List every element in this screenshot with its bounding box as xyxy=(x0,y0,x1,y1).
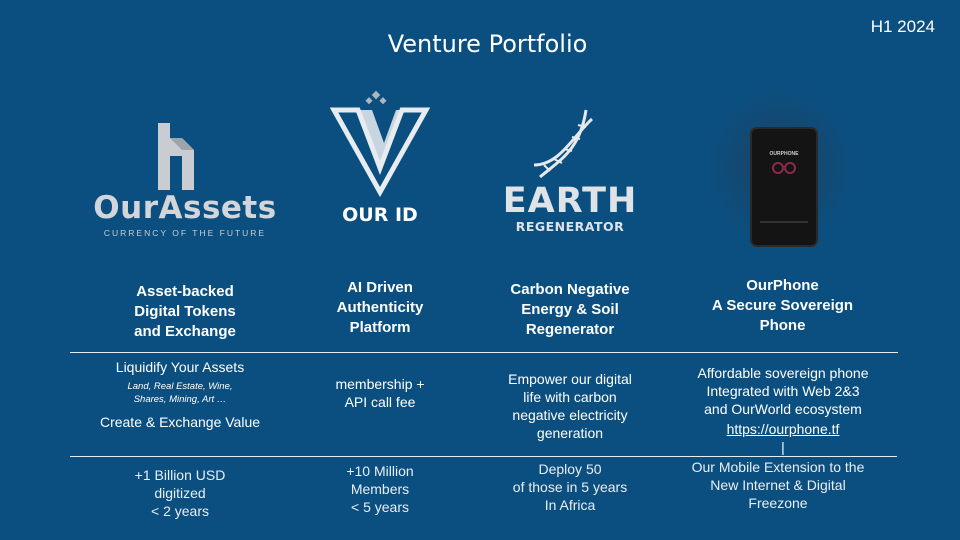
ourid-heading: AI Driven Authenticity Platform xyxy=(300,278,460,338)
heading-line: Platform xyxy=(349,319,411,336)
page-title: Venture Portfolio xyxy=(387,30,588,58)
stat-line: Our Mobile Extension to the xyxy=(691,459,865,475)
desc-line: and OurWorld ecosystem xyxy=(704,401,862,417)
period-label: H1 2024 xyxy=(870,17,935,36)
phone-device: OURPHONE xyxy=(750,127,818,247)
ourassets-desc: Liquidify Your Assets Land, Real Estate,… xyxy=(85,358,275,431)
desc-line: Integrated with Web 2&3 xyxy=(706,383,860,399)
desc-line: Create & Exchange Value xyxy=(99,414,261,430)
infinity-logo-icon xyxy=(772,162,796,174)
earth-logo: EARTH REGENERATOR xyxy=(500,105,640,235)
stat-line: of those in 5 years xyxy=(512,479,628,495)
desc-line: generation xyxy=(536,425,604,441)
heading-line: Carbon Negative xyxy=(510,281,630,298)
desc-line: Liquidify Your Assets xyxy=(115,359,245,375)
ourid-logo: OUR ID xyxy=(328,88,432,228)
divider-top xyxy=(70,352,898,353)
desc-line: membership + xyxy=(335,376,425,392)
cursor-mark: | xyxy=(781,439,785,455)
ourassets-tagline: CURRENCY OF THE FUTURE xyxy=(103,228,267,238)
ourassets-mark-icon xyxy=(158,123,194,190)
stat-line: < 5 years xyxy=(351,499,409,515)
stat-line: Freezone xyxy=(748,495,808,511)
ourid-desc: membership + API call fee xyxy=(310,375,450,411)
stat-line: +1 Billion USD xyxy=(134,467,226,483)
desc-line: Empower our digital xyxy=(508,371,632,387)
desc-line: Affordable sovereign phone xyxy=(697,365,869,381)
heading-line: Digital Tokens xyxy=(134,303,236,320)
ourphone-image: OURPHONE xyxy=(705,85,855,250)
divider-bottom xyxy=(70,456,897,457)
earth-tagline: REGENERATOR xyxy=(515,219,625,234)
dna-helix-icon xyxy=(533,109,593,179)
desc-line: API call fee xyxy=(344,394,416,410)
heading-line: Energy & Soil xyxy=(521,301,619,318)
phone-brand-label: OURPHONE xyxy=(769,151,799,157)
earth-desc: Empower our digital life with carbon neg… xyxy=(495,370,645,442)
stat-line: Deploy 50 xyxy=(538,461,602,477)
ourid-stat: +10 Million Members < 5 years xyxy=(310,462,450,516)
heading-line: and Exchange xyxy=(134,323,236,340)
heading-line: Phone xyxy=(759,317,806,334)
desc-line: life with carbon xyxy=(523,389,617,405)
ourassets-logo: OurAssets CURRENCY OF THE FUTURE xyxy=(90,118,280,243)
stat-line: +10 Million xyxy=(346,463,414,479)
desc-line: negative electricity xyxy=(512,407,628,423)
ourid-wordmark: OUR ID xyxy=(342,204,418,226)
asset-types-line: Land, Real Estate, Wine, xyxy=(127,381,233,392)
heading-line: Authenticity xyxy=(336,299,424,316)
heading-line: A Secure Sovereign xyxy=(711,297,854,314)
ourphone-desc: Affordable sovereign phone Integrated wi… xyxy=(673,364,893,456)
ourphone-link[interactable]: https://ourphone.tf xyxy=(726,421,840,437)
stat-line: New Internet & Digital xyxy=(710,477,846,493)
ourphone-heading: OurPhone A Secure Sovereign Phone xyxy=(680,276,885,336)
ourid-mark-icon xyxy=(329,90,431,198)
asset-types-line: Shares, Mining, Art … xyxy=(133,394,227,405)
heading-line: OurPhone xyxy=(746,277,819,294)
earth-wordmark: EARTH xyxy=(502,181,638,221)
heading-line: Asset-backed xyxy=(136,283,234,300)
stat-line: Members xyxy=(350,481,410,497)
ourassets-stat: +1 Billion USD digitized < 2 years xyxy=(95,466,265,520)
ourassets-wordmark: OurAssets xyxy=(93,190,277,226)
earth-stat: Deploy 50 of those in 5 years In Africa xyxy=(495,460,645,514)
ourassets-heading: Asset-backed Digital Tokens and Exchange xyxy=(95,282,275,342)
heading-line: AI Driven xyxy=(347,279,413,296)
heading-line: Regenerator xyxy=(525,321,615,338)
stat-line: In Africa xyxy=(544,497,596,513)
stat-line: digitized xyxy=(154,485,206,501)
ourphone-stat: Our Mobile Extension to the New Internet… xyxy=(673,458,883,512)
earth-heading: Carbon Negative Energy & Soil Regenerato… xyxy=(490,280,650,340)
stat-line: < 2 years xyxy=(151,503,209,519)
